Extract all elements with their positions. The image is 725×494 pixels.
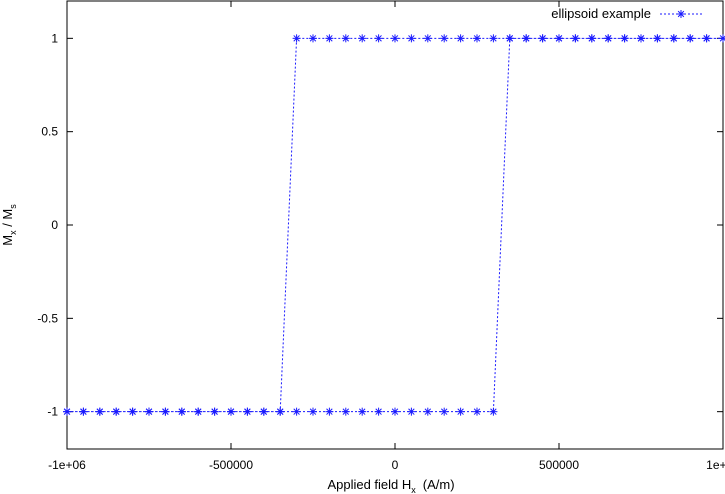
x-axis-title-sub: x	[411, 485, 416, 494]
data-point	[374, 407, 383, 416]
y-tick-label: 0	[51, 218, 58, 232]
data-point	[341, 407, 350, 416]
legend: ellipsoid example	[551, 6, 703, 21]
data-point	[456, 34, 465, 43]
data-point	[227, 407, 235, 416]
data-point	[440, 407, 449, 416]
y-axis-title: Mx / Ms	[0, 204, 18, 246]
data-point	[79, 407, 88, 416]
data-point	[505, 34, 514, 43]
data-point	[604, 34, 613, 43]
data-point	[637, 34, 645, 43]
data-point	[145, 407, 153, 416]
data-point	[702, 34, 711, 43]
data-point	[407, 34, 416, 43]
data-point	[620, 34, 629, 43]
x-tick-label: 1e+06	[706, 458, 725, 472]
data-point	[456, 407, 465, 416]
data-point	[309, 407, 317, 416]
data-point	[555, 34, 563, 43]
y-axis-title-part1: M	[0, 235, 15, 246]
data-point	[325, 34, 334, 43]
data-point	[522, 34, 531, 43]
data-point	[374, 34, 383, 43]
data-point	[325, 407, 334, 416]
data-point	[358, 407, 367, 416]
data-point	[194, 407, 203, 416]
data-point	[423, 407, 432, 416]
x-axis-title-main: Applied field H	[327, 477, 411, 492]
data-point	[538, 34, 547, 43]
data-point	[669, 34, 678, 43]
data-point	[653, 34, 662, 43]
data-point	[489, 407, 498, 416]
data-point	[473, 34, 481, 43]
y-axis-title-sep: / M	[0, 209, 15, 231]
data-point	[587, 34, 596, 43]
data-point	[719, 34, 725, 43]
y-tick-label: -1	[47, 405, 58, 419]
data-point	[276, 407, 285, 416]
legend-marker	[677, 10, 685, 18]
x-tick-label: -500000	[209, 458, 253, 472]
data-point	[112, 407, 121, 416]
x-tick-label: -1e+06	[48, 458, 86, 472]
data-point	[391, 34, 399, 43]
y-axis-title-sub2: s	[8, 204, 18, 209]
data-point	[128, 407, 137, 416]
data-point	[391, 407, 399, 416]
x-axis-title: Applied field Hx (A/m)	[327, 477, 454, 494]
data-point	[309, 34, 317, 43]
data-point	[489, 34, 498, 43]
data-point	[63, 407, 71, 416]
axis-ticks: -1e+06 -500000 0 500000 1e+06 1 0.5 0 -0.5 -1	[37, 1, 725, 472]
x-tick-label: 0	[392, 458, 399, 472]
x-tick-label: 500000	[539, 458, 579, 472]
data-point	[243, 407, 252, 416]
data-point	[210, 407, 219, 416]
data-point	[473, 407, 481, 416]
plot-frame	[66, 0, 724, 450]
data-point	[292, 407, 301, 416]
data-point	[292, 34, 301, 43]
data-point	[407, 407, 416, 416]
data-point	[341, 34, 350, 43]
x-axis-title-unit: (A/m)	[423, 477, 455, 492]
data-point	[177, 407, 186, 416]
y-axis-title-sub1: x	[8, 230, 18, 235]
series-line	[67, 37, 723, 413]
y-tick-label: -0.5	[37, 311, 58, 325]
y-tick-label: 0.5	[41, 125, 58, 139]
data-point	[95, 407, 104, 416]
data-point	[423, 34, 432, 43]
data-point	[358, 34, 367, 43]
data-point	[259, 407, 268, 416]
data-point	[440, 34, 449, 43]
data-point	[571, 34, 580, 43]
data-point	[686, 34, 695, 43]
legend-label: ellipsoid example	[551, 6, 651, 21]
y-tick-label: 1	[51, 31, 58, 45]
series-layer	[63, 34, 725, 416]
data-point	[161, 407, 170, 416]
